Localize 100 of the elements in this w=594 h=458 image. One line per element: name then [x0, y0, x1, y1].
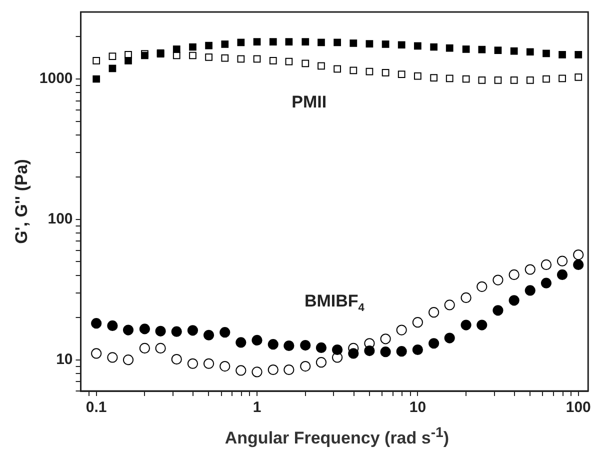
point [542, 75, 550, 83]
point [107, 320, 118, 332]
point [124, 51, 132, 58]
x-tick-label: 1 [252, 399, 262, 416]
y-tick-label: 10 [56, 350, 73, 368]
point [316, 357, 327, 368]
point [412, 344, 423, 356]
point [155, 326, 166, 336]
point [476, 281, 488, 292]
point [332, 352, 343, 363]
point [334, 38, 341, 46]
point [430, 74, 438, 82]
point [556, 269, 568, 280]
x-tick-label: 0.1 [86, 399, 107, 416]
point [203, 358, 214, 369]
point [366, 68, 374, 76]
point [252, 366, 262, 378]
point [380, 346, 391, 358]
point [92, 75, 100, 83]
point [284, 340, 294, 352]
point [236, 337, 246, 348]
point [268, 339, 278, 350]
point [139, 342, 150, 354]
point [252, 334, 262, 346]
point [414, 42, 422, 50]
point [366, 40, 374, 48]
point [428, 307, 440, 318]
x-tick-label: 100 [566, 399, 591, 416]
point [364, 338, 375, 349]
point [171, 354, 182, 365]
point [220, 360, 230, 372]
point [284, 364, 294, 376]
point [526, 48, 534, 56]
point [139, 324, 150, 334]
point [187, 325, 198, 336]
annotation: PMII [292, 92, 327, 112]
point [332, 344, 343, 356]
point [476, 320, 488, 330]
point [460, 292, 472, 304]
point [171, 326, 182, 337]
point [350, 66, 358, 74]
point [494, 76, 502, 84]
point [253, 55, 261, 63]
point [300, 360, 311, 372]
point [205, 42, 212, 50]
point [556, 256, 568, 266]
point [91, 348, 102, 359]
point [364, 345, 375, 356]
point [316, 342, 327, 354]
point [398, 41, 406, 49]
point [462, 46, 470, 53]
point [494, 46, 502, 54]
point [318, 62, 325, 70]
point [510, 76, 518, 84]
point [253, 38, 261, 46]
point [382, 68, 390, 76]
point [398, 70, 406, 78]
point [300, 340, 311, 351]
point [172, 52, 180, 60]
point [205, 54, 212, 61]
point [542, 50, 550, 58]
point [510, 47, 518, 55]
point [396, 324, 407, 336]
point [302, 60, 310, 68]
point [558, 74, 566, 82]
point [508, 269, 520, 280]
point [382, 40, 390, 48]
point [187, 358, 198, 369]
point [155, 342, 166, 354]
x-tick-label: 10 [409, 399, 426, 416]
point [444, 332, 455, 344]
point [573, 249, 584, 260]
point [285, 58, 293, 66]
point [508, 295, 520, 306]
point [380, 334, 391, 344]
point [350, 39, 358, 47]
point [524, 285, 536, 296]
point [334, 65, 341, 73]
point [108, 64, 116, 72]
y-tick-label: 1000 [39, 70, 73, 88]
point [237, 38, 245, 46]
point [460, 320, 472, 330]
point [396, 346, 407, 357]
point [478, 76, 486, 84]
point [492, 274, 504, 286]
point [428, 338, 440, 349]
point [236, 365, 246, 376]
point [574, 51, 582, 58]
y-tick-label: 100 [48, 210, 73, 228]
point [573, 259, 584, 270]
point [524, 264, 536, 275]
point [478, 46, 486, 54]
point [268, 364, 278, 376]
point [92, 57, 100, 64]
point [107, 352, 118, 363]
point [172, 46, 180, 53]
point [221, 54, 229, 62]
point [302, 38, 310, 46]
point [558, 51, 566, 58]
point [220, 327, 230, 338]
